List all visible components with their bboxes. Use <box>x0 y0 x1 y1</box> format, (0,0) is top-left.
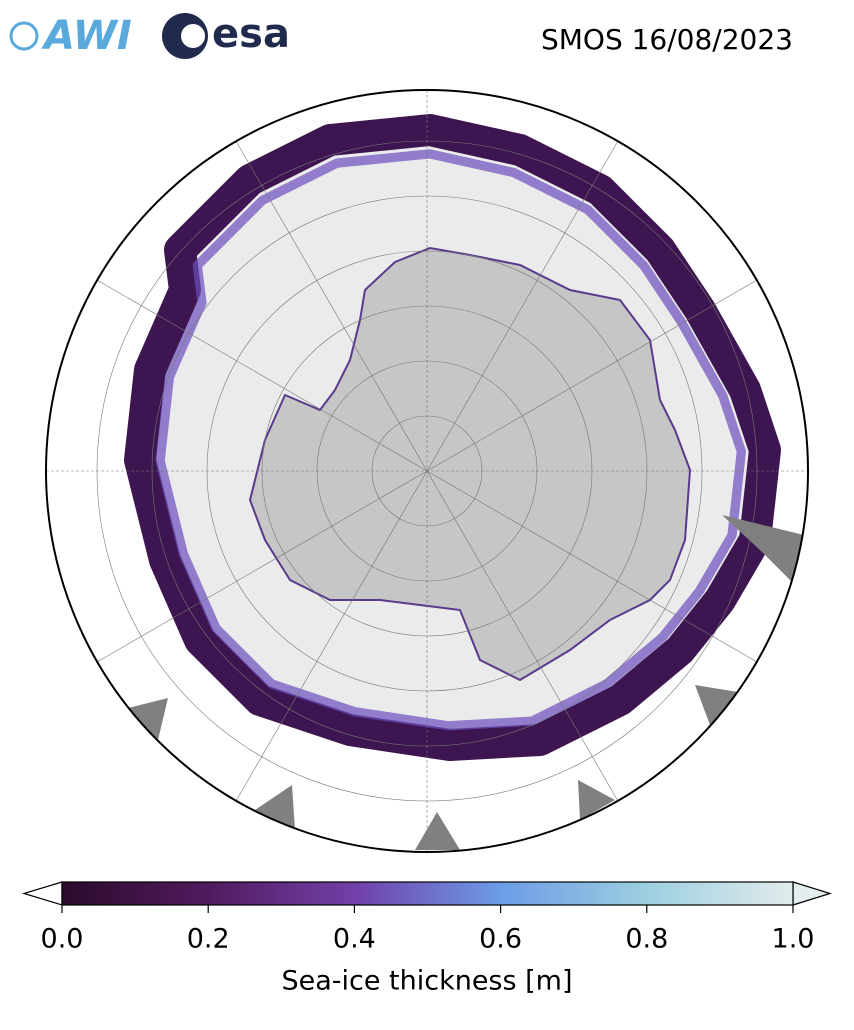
awi-logo: AWI <box>9 13 132 59</box>
esa-logo: esa <box>162 11 290 59</box>
colorbar-tick-label: 0.0 <box>41 924 84 955</box>
map-title: SMOS 16/08/2023 <box>541 23 793 56</box>
colorbar-label: Sea-ice thickness [m] <box>281 966 572 997</box>
colorbar-ramp <box>61 881 794 906</box>
sea-ice-thin <box>155 149 746 731</box>
awi-emblem <box>9 21 39 51</box>
colorbar-tick-label: 0.6 <box>479 924 522 955</box>
colorbar-over <box>792 881 833 906</box>
esa-text: esa <box>212 11 290 57</box>
map-boundary <box>45 89 809 853</box>
map <box>46 90 808 852</box>
antarctica <box>248 246 692 682</box>
colorbar-tick-label: 0.8 <box>625 924 668 955</box>
awi-text: AWI <box>41 13 132 59</box>
missing-data <box>128 515 804 850</box>
colorbar-under <box>21 881 63 906</box>
esa-emblem-inner <box>181 24 205 48</box>
graticule <box>46 90 808 852</box>
colorbar-tick-label: 0.4 <box>333 924 376 955</box>
colorbar-tick-label: 0.2 <box>187 924 230 955</box>
colorbar-tick-label: 1.0 <box>772 924 815 955</box>
colorbar: Sea-ice thickness [m] 0.0 0.2 0.4 0.6 0.8 1.0 <box>21 881 833 997</box>
